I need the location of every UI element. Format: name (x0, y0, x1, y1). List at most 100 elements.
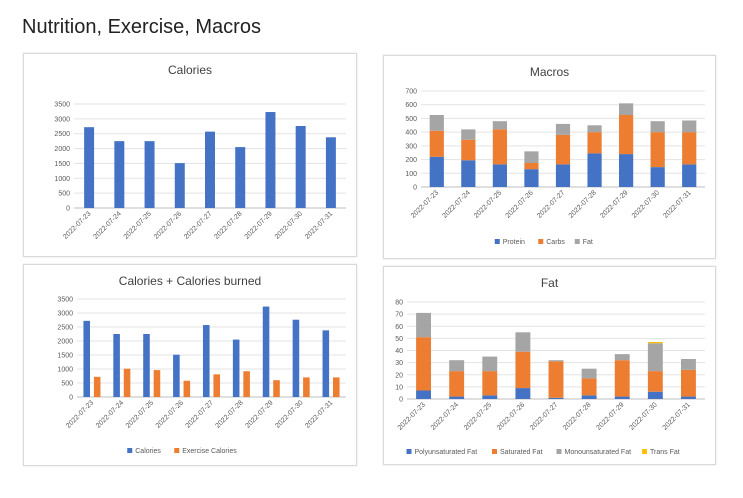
bar-calories[interactable] (174, 163, 185, 208)
bar-exercise-calories[interactable] (243, 371, 250, 397)
legend-item-trans-fat[interactable]: Trans Fat (642, 449, 680, 456)
bar-exercise-calories[interactable] (273, 380, 280, 397)
y-tick-label: 30 (395, 360, 403, 367)
bar-exercise-calories[interactable] (303, 377, 310, 397)
calories-burned-chart-card[interactable]: Calories + Calories burned 0 500 1000 1500 20… (23, 264, 357, 466)
bar-calories[interactable] (205, 131, 215, 208)
legend-item-fat[interactable]: Fat (574, 239, 593, 246)
bar-exercise-calories[interactable] (153, 370, 161, 397)
bar-saturated-fat[interactable] (614, 360, 630, 397)
bar-monounsaturated-fat[interactable] (614, 354, 630, 361)
bar-monounsaturated-fat[interactable] (449, 360, 465, 372)
bar-carbs[interactable] (587, 132, 602, 154)
bar-saturated-fat[interactable] (515, 351, 531, 389)
bar-fat[interactable] (429, 115, 444, 131)
bar-carbs[interactable] (461, 139, 476, 161)
bar-carbs[interactable] (429, 130, 444, 157)
bar-saturated-fat[interactable] (548, 361, 564, 398)
bar-polyunsaturated-fat[interactable] (482, 395, 498, 399)
bar-saturated-fat[interactable] (416, 337, 432, 391)
chart-title: Calories + Calories burned (119, 274, 261, 288)
bar-polyunsaturated-fat[interactable] (614, 396, 630, 399)
bar-calories[interactable] (83, 320, 91, 397)
bar-calories[interactable] (114, 141, 125, 208)
bar-calories[interactable] (322, 330, 330, 397)
legend-item-saturated-fat[interactable]: Saturated Fat (492, 449, 542, 456)
bar-fat[interactable] (555, 123, 571, 135)
bar-polyunsaturated-fat[interactable] (548, 397, 564, 399)
chart-title: Fat (541, 276, 559, 290)
bar-calories[interactable] (262, 306, 270, 397)
legend-item-protein[interactable]: Protein (494, 239, 525, 246)
bar-calories[interactable] (144, 141, 155, 208)
bar-polyunsaturated-fat[interactable] (581, 395, 597, 399)
bar-polyunsaturated-fat[interactable] (647, 391, 663, 399)
bar-calories[interactable] (173, 354, 180, 397)
bar-polyunsaturated-fat[interactable] (449, 396, 465, 399)
legend-item-polyunsaturated-fat[interactable]: Polyunsaturated Fat (406, 449, 478, 456)
page-title: Nutrition, Exercise, Macros (22, 16, 261, 38)
bar-calories[interactable] (113, 334, 120, 397)
bar-calories[interactable] (84, 127, 95, 208)
bar-exercise-calories[interactable] (213, 374, 221, 397)
bar-monounsaturated-fat[interactable] (680, 358, 696, 370)
bar-calories[interactable] (143, 334, 150, 397)
bar-protein[interactable] (461, 160, 476, 187)
bar-monounsaturated-fat[interactable] (416, 312, 432, 338)
bar-fat[interactable] (492, 121, 507, 130)
bar-monounsaturated-fat[interactable] (581, 368, 597, 379)
bar-fat[interactable] (619, 103, 634, 115)
bar-carbs[interactable] (555, 134, 571, 165)
bar-exercise-calories[interactable] (123, 368, 131, 397)
bar-fat[interactable] (461, 129, 476, 140)
legend-item-exercise-calories[interactable]: Exercise Calories (174, 448, 237, 455)
bar-protein[interactable] (492, 164, 507, 187)
bar-saturated-fat[interactable] (680, 369, 696, 397)
bar-fat[interactable] (682, 120, 697, 133)
bar-monounsaturated-fat[interactable] (515, 332, 531, 352)
bar-calories[interactable] (232, 339, 240, 397)
bar-carbs[interactable] (682, 132, 697, 165)
bar-fat[interactable] (650, 121, 665, 133)
bar-protein[interactable] (429, 156, 444, 187)
bar-saturated-fat[interactable] (482, 371, 498, 396)
bar-monounsaturated-fat[interactable] (647, 343, 663, 372)
bar-carbs[interactable] (492, 129, 507, 165)
bar-fat[interactable] (587, 125, 602, 133)
bar-carbs[interactable] (619, 115, 634, 155)
legend-item-carbs[interactable]: Carbs (538, 239, 565, 246)
bar-polyunsaturated-fat[interactable] (680, 396, 696, 399)
bar-protein[interactable] (619, 154, 634, 187)
bar-calories[interactable] (325, 137, 336, 208)
fat-chart-card[interactable]: Fat 0 10 20 30 40 50 60 70 80 2022-07-23 2022-07-24… (383, 266, 716, 465)
bar-calories[interactable] (295, 125, 306, 208)
bar-protein[interactable] (555, 164, 571, 187)
bar-calories[interactable] (202, 325, 210, 397)
bar-monounsaturated-fat[interactable] (548, 360, 564, 362)
bar-exercise-calories[interactable] (93, 376, 101, 397)
bar-polyunsaturated-fat[interactable] (416, 390, 432, 399)
bar-calories[interactable] (292, 319, 300, 397)
bar-calories[interactable] (235, 147, 246, 208)
bar-protein[interactable] (524, 169, 539, 187)
bar-carbs[interactable] (650, 132, 665, 168)
bar-monounsaturated-fat[interactable] (482, 356, 498, 372)
bar-saturated-fat[interactable] (647, 371, 663, 392)
bar-saturated-fat[interactable] (581, 378, 597, 396)
macros-chart-card[interactable]: Macros 0 100 200 300 400 500 600 700 2022-07-23 20… (383, 55, 716, 259)
calories-chart-card[interactable]: Calories 0 500 1000 1500 2000 2500 3000 3500 2022… (23, 53, 357, 257)
bar-trans-fat[interactable] (647, 342, 663, 344)
legend-item-calories[interactable]: Calories (127, 448, 161, 455)
bar-protein[interactable] (682, 164, 697, 187)
bar-protein[interactable] (650, 167, 665, 187)
bar-saturated-fat[interactable] (449, 371, 465, 397)
bar-protein[interactable] (587, 153, 602, 187)
bar-carbs[interactable] (524, 163, 539, 170)
bar-calories[interactable] (265, 112, 276, 208)
bar-polyunsaturated-fat[interactable] (515, 388, 531, 399)
legend-item-monounsaturated-fat[interactable]: Monounsaturated Fat (556, 449, 632, 456)
bar-exercise-calories[interactable] (183, 380, 191, 397)
bar-exercise-calories[interactable] (332, 377, 340, 397)
legend-label: Protein (503, 239, 525, 246)
bar-fat[interactable] (524, 151, 539, 163)
